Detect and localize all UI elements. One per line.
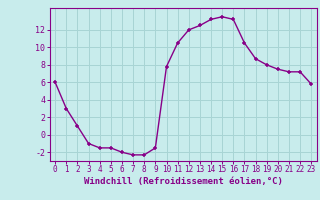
X-axis label: Windchill (Refroidissement éolien,°C): Windchill (Refroidissement éolien,°C) bbox=[84, 177, 283, 186]
